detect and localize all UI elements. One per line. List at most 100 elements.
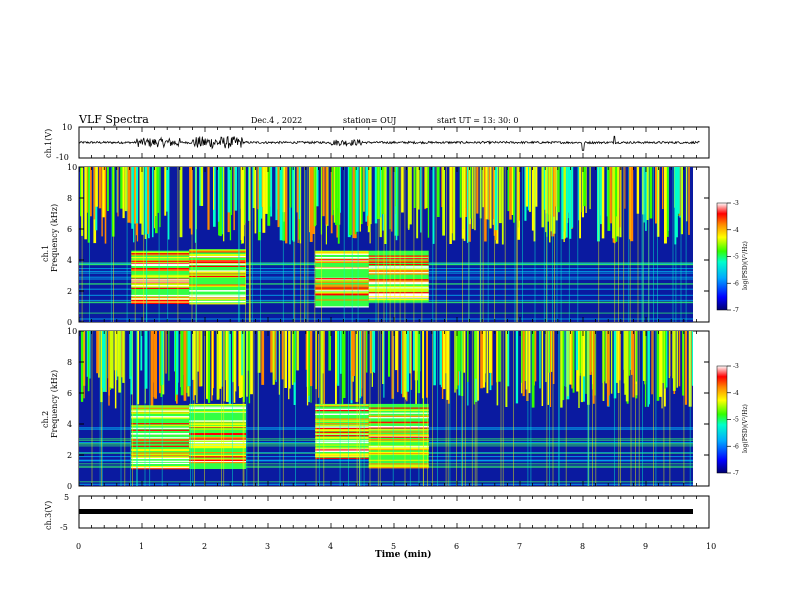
spectrogram-sferic [689,331,691,486]
spectrogram-noise-streak [661,331,663,409]
spectrogram-noise-streak [494,167,498,231]
spectrogram-band-line [189,423,246,425]
spectrogram-noise-streak [382,331,385,384]
spectrogram-noise-streak [238,331,240,387]
spectrogram-noise-streak [471,167,474,229]
spectrogram-sferic [161,331,163,486]
spectrogram-noise-streak [567,167,570,213]
spectrogram-band-line [131,437,190,439]
spectrogram-band-line [189,438,246,440]
spectrogram-sferic [446,167,447,322]
spectrogram-sferic [149,331,151,486]
spectrogram-noise-streak [335,167,338,226]
spectrogram-noise-streak [102,331,106,392]
spectrogram-band-line [368,290,429,292]
spectrogram-sferic [232,331,233,486]
spectrogram-noise-streak [257,167,260,210]
spectrogram-sferic [432,331,433,486]
spectrogram-noise-streak [154,331,157,399]
spectrogram-noise-streak [643,331,646,381]
spectrogram-sferic [343,167,345,322]
spectrogram-noise-streak [323,331,325,409]
spectrogram-noise-streak [529,167,532,212]
spectrogram-noise-streak [486,331,488,391]
spectrogram-sferic [379,331,381,486]
spectrogram-band-line [189,254,246,256]
spectrogram-noise-streak [402,331,404,398]
spectrogram-noise-streak [467,167,469,243]
spectrogram-noise-streak [395,167,398,241]
spectrogram-noise-streak [397,167,399,236]
spectrogram-noise-streak [270,331,274,373]
spectrogram-sferic [471,331,473,486]
spectrogram-noise-streak [240,167,243,241]
spectrogram-band-line [368,267,429,269]
spectrogram-band-line [315,424,369,427]
spectrogram-emission-band [189,403,246,469]
spectrogram-band-line [368,261,429,263]
spectrogram-sferic [339,331,341,486]
spectrogram-sferic [221,331,222,486]
spectrogram-band-line [189,256,246,258]
spectrogram-noise-streak [489,331,492,373]
spectrogram-band-line [131,453,190,455]
spectrogram-band-line [368,453,429,456]
spectrogram-noise-streak [405,331,407,400]
colorbar-tick-label: -5 [733,417,739,424]
spectrogram-sferic [192,331,194,486]
spectrogram-noise-streak [454,331,456,393]
colorbar-tick-label: -6 [733,443,739,450]
spectrogram-noise-streak [427,167,430,238]
spectrogram-noise-streak [413,331,415,371]
spectrogram-noise-streak [84,167,87,240]
spectrogram-band-line [315,440,369,442]
spectrogram-band-line [368,421,429,423]
spectrogram-band-line [368,266,429,268]
spectrogram-sferic [683,331,685,486]
spectrogram-band-line [315,449,369,451]
spectrogram-sferic [99,331,101,486]
spectrogram-band-line [315,306,369,308]
xtick-label: 10 [706,542,716,551]
spectrogram-band-line [368,293,429,295]
spectrogram-band-line [131,412,190,414]
colorbar-tick-label: -7 [733,307,739,314]
spectrogram-band-line [368,467,429,469]
spectrogram-sferic [462,331,463,486]
spectrogram-band-line [189,299,246,301]
spectrogram-band-line [131,294,190,297]
spectrogram-noise-streak [668,331,670,378]
spectrogram-noise-streak [476,167,479,214]
spectrogram-noise-streak [86,331,89,377]
spectrogram-noise-streak [560,331,563,408]
spectrogram-noise-streak [98,167,102,209]
spectrogram-noise-streak [509,167,512,220]
spectrogram-noise-streak [265,167,268,214]
spectrogram-noise-streak [108,331,112,388]
spectrogram-band-line [189,425,246,428]
spectrogram-band-line [131,409,190,411]
spectrogram-noise-streak [603,331,605,382]
spectrogram-sferic [502,331,504,486]
spectrogram-noise-streak [366,167,369,216]
spectrogram-noise-streak [688,167,690,235]
spectrogram-band-line [189,260,246,262]
spectrogram-noise-streak [569,167,572,239]
spectrogram-band-line [131,460,190,462]
colorbar-tick-label: -7 [733,470,739,477]
spectrogram-noise-streak [601,167,605,239]
spectrogram-band-line [368,436,429,438]
spectrogram-noise-streak [248,331,251,404]
spectrogram-sferic [587,331,589,486]
colorbar-ch1 [716,202,728,311]
spectrogram-sferic [635,331,636,486]
spectrogram-noise-streak [175,331,179,395]
spectrogram-noise-streak [187,331,191,387]
spectrogram-sferic [279,331,281,486]
spectrogram-band-line [368,429,429,431]
spectrogram-sferic [675,167,677,322]
spectrogram-band-line [315,292,369,294]
spectrogram-sferic [592,331,593,486]
spectrogram-noise-streak [192,331,195,380]
spectrogram-band-line [315,447,369,449]
